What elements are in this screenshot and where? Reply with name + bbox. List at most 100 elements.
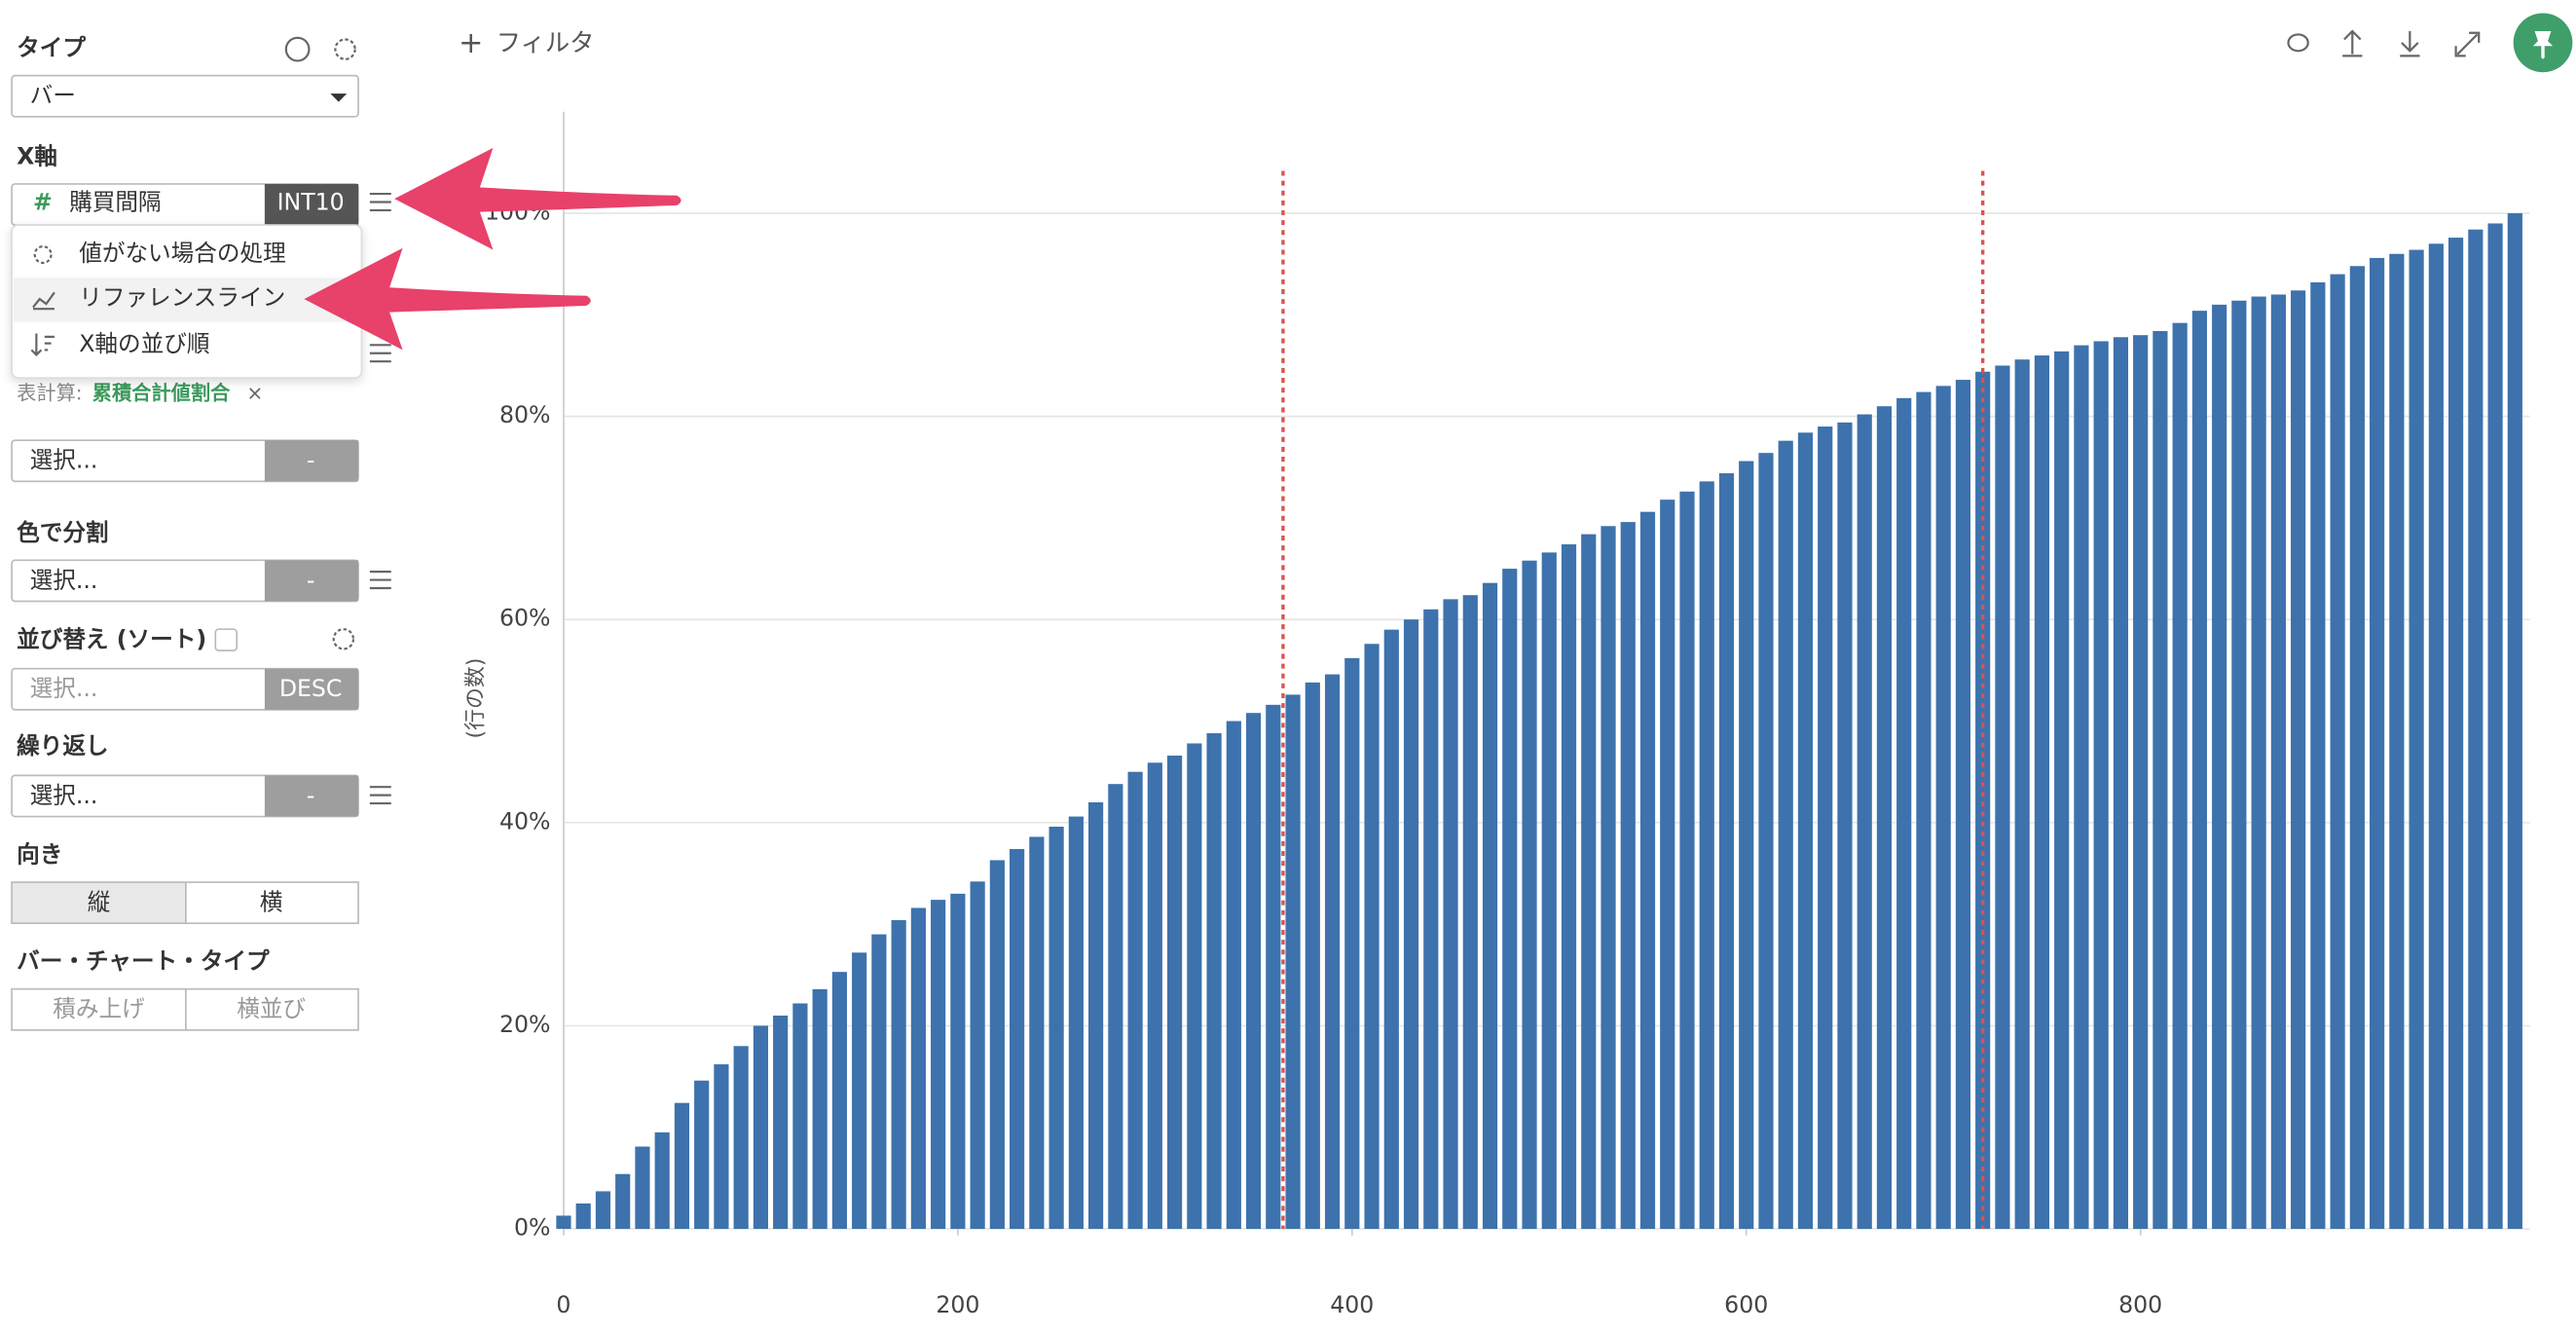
bar xyxy=(2054,351,2070,1230)
bar xyxy=(1108,784,1123,1230)
menu-item[interactable]: リファレンスライン xyxy=(79,284,285,312)
download-icon[interactable] xyxy=(2400,31,2420,57)
bartype-option[interactable] xyxy=(185,987,359,1031)
y-tick-label: 60% xyxy=(499,605,550,632)
bar xyxy=(1778,440,1793,1230)
pin-icon xyxy=(2532,31,2554,59)
color-button[interactable] xyxy=(264,560,359,602)
menu-icon[interactable] xyxy=(369,192,391,212)
menu-item-icon xyxy=(33,244,53,265)
field-badge[interactable] xyxy=(264,183,359,226)
sort-checkbox[interactable] xyxy=(214,628,239,651)
bar xyxy=(2487,223,2503,1230)
orient-label: 向き xyxy=(17,841,62,869)
repeat-button[interactable] xyxy=(264,775,359,817)
y-button[interactable] xyxy=(264,440,359,482)
type-dropdown[interactable] xyxy=(11,74,359,118)
bar xyxy=(2133,335,2149,1230)
dropdown-caret xyxy=(330,93,348,102)
upload-icon[interactable] xyxy=(2342,29,2363,57)
calc-close[interactable]: × xyxy=(246,381,263,404)
x-tick-label: 600 xyxy=(1724,1291,1768,1318)
settings-icon[interactable] xyxy=(334,38,356,60)
orient-option-text: 横 xyxy=(260,888,283,915)
bar xyxy=(1226,721,1241,1230)
bar xyxy=(2014,359,2030,1230)
arrow xyxy=(394,147,681,250)
bar xyxy=(2153,331,2168,1230)
filter-label[interactable]: フィルタ xyxy=(497,29,595,57)
bar xyxy=(1245,713,1262,1230)
expand-icon[interactable] xyxy=(2454,31,2481,57)
bar xyxy=(1285,694,1301,1230)
orient-option-text: 縦 xyxy=(88,888,111,915)
bar xyxy=(812,988,828,1230)
sort-button[interactable] xyxy=(264,668,359,710)
bar xyxy=(1364,644,1380,1230)
y-tick-label: 40% xyxy=(499,807,550,834)
bartype-option[interactable] xyxy=(11,987,187,1031)
filter-icon[interactable]: + xyxy=(459,26,483,60)
bartype-label: バー・チャート・タイプ xyxy=(17,947,270,975)
sort-select-text: 選択... xyxy=(30,675,98,702)
bar xyxy=(2270,294,2286,1230)
bar xyxy=(1818,426,1833,1230)
bar xyxy=(1266,704,1281,1230)
bar xyxy=(871,934,887,1230)
bar xyxy=(674,1102,690,1230)
bartype-option-text: 横並び xyxy=(237,995,306,1022)
xaxis-label: X軸 xyxy=(17,142,57,169)
bar xyxy=(1482,582,1498,1230)
menu-item[interactable]: X軸の並び順 xyxy=(79,330,209,357)
bar xyxy=(1206,733,1222,1230)
menu-item-icon xyxy=(30,333,55,356)
bar xyxy=(1403,619,1419,1230)
menu-icon[interactable] xyxy=(369,571,391,590)
bar xyxy=(1344,657,1360,1230)
bar xyxy=(931,900,946,1230)
bar xyxy=(1324,674,1341,1230)
orient-option[interactable] xyxy=(11,881,187,925)
menu-icon[interactable] xyxy=(369,786,391,805)
bar xyxy=(2349,266,2365,1230)
bar xyxy=(1896,397,1912,1230)
bar xyxy=(2172,322,2188,1230)
bar xyxy=(970,881,985,1230)
bar xyxy=(1541,552,1557,1230)
bar xyxy=(2113,337,2128,1230)
bar xyxy=(1147,762,1162,1230)
bar xyxy=(1660,500,1675,1230)
context-menu: 値がない場合の処理 リファレンスライン X軸の並び順 xyxy=(11,224,363,379)
orient-option[interactable] xyxy=(185,881,359,925)
menu-icon[interactable] xyxy=(369,344,391,363)
bar xyxy=(1601,526,1616,1230)
bar xyxy=(1699,481,1714,1230)
y-tick-label: 20% xyxy=(499,1011,550,1038)
bar xyxy=(654,1131,670,1230)
help-icon[interactable] xyxy=(284,36,311,62)
field-badge-text: INT10 xyxy=(277,189,345,216)
type-label: タイプ xyxy=(17,34,86,61)
calc-prefix: 表計算: xyxy=(17,381,83,404)
settings-icon[interactable] xyxy=(332,628,355,650)
arrow xyxy=(304,247,591,351)
bar xyxy=(950,893,966,1230)
bar xyxy=(694,1080,710,1230)
bar xyxy=(1029,836,1045,1230)
bar xyxy=(2468,229,2484,1230)
toolbar: + フィルタ xyxy=(459,13,2573,73)
color-button-text: - xyxy=(307,567,315,594)
bar xyxy=(2389,253,2405,1230)
bar xyxy=(891,919,906,1230)
comment-icon[interactable] xyxy=(2287,33,2309,53)
y-button-text: - xyxy=(307,447,315,474)
x-tick-label: 0 xyxy=(556,1291,570,1318)
bartype-option-text: 積み上げ xyxy=(53,995,145,1022)
bar xyxy=(1423,609,1439,1230)
bar xyxy=(2330,274,2345,1230)
bar xyxy=(1443,599,1458,1230)
menu-item[interactable]: 値がない場合の処理 xyxy=(79,240,286,267)
bar xyxy=(2448,238,2464,1230)
bar xyxy=(1995,365,2010,1230)
